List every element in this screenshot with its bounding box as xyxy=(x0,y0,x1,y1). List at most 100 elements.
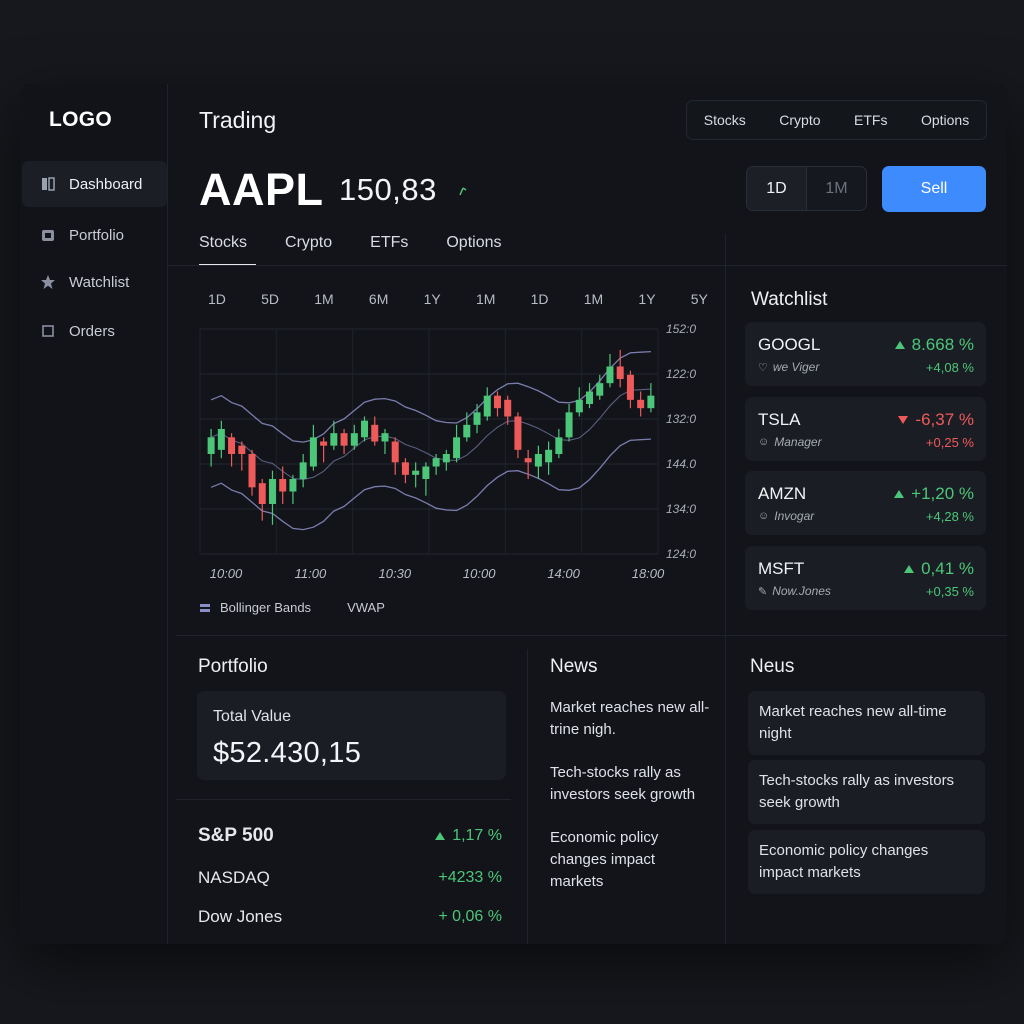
watchlist-sub-label: Now.Jones xyxy=(772,584,831,598)
watchlist-percent-value: 8.668 % xyxy=(911,335,974,354)
candle-body xyxy=(596,383,604,396)
index-value: 1,17 % xyxy=(435,827,502,845)
time-range-option[interactable]: 5Y xyxy=(690,291,708,307)
neus-item[interactable]: Tech-stocks rally as investors seek grow… xyxy=(748,760,985,824)
candlestick-chart[interactable]: 152:0 122:0 132:0 144.0 134:0 124:0 10:00 11:00… xyxy=(168,319,724,589)
time-range-option[interactable]: 1D xyxy=(208,291,226,307)
tab-stocks[interactable]: Stocks xyxy=(199,234,248,251)
candle-body xyxy=(453,437,461,459)
main-panel: Trading Stocks Crypto ETFs Options AAPL … xyxy=(168,84,1007,944)
time-range-option[interactable]: 1M xyxy=(475,291,496,307)
x-tick-label: 18:00 xyxy=(632,566,665,581)
dashboard-icon xyxy=(40,176,56,192)
index-row-sp500[interactable]: S&P 500 1,17 % xyxy=(198,825,502,847)
ticker-symbol: AAPL xyxy=(199,164,324,215)
neus-item[interactable]: Market reaches new all-time night xyxy=(748,691,985,755)
news-title: News xyxy=(550,656,598,677)
y-tick-label: 144.0 xyxy=(666,457,696,471)
watchlist-percent-value: +1,20 % xyxy=(911,484,974,503)
top-tab-stocks[interactable]: Stocks xyxy=(703,112,746,128)
neus-item[interactable]: Economic policy changes impact markets xyxy=(748,830,985,894)
sidebar-item-orders[interactable]: Orders xyxy=(22,308,167,354)
candle-body xyxy=(299,462,307,479)
time-range-option[interactable]: 1Y xyxy=(423,291,441,307)
time-range-option[interactable]: 1M xyxy=(314,291,334,307)
tab-etfs[interactable]: ETFs xyxy=(370,234,409,251)
candle-body xyxy=(504,399,512,417)
time-range-option[interactable]: 6M xyxy=(368,291,389,307)
tab-options[interactable]: Options xyxy=(446,234,502,251)
top-tab-etfs[interactable]: ETFs xyxy=(854,112,888,128)
news-item[interactable]: Tech-stocks rally as investors seek grow… xyxy=(550,764,696,803)
tab-crypto[interactable]: Crypto xyxy=(285,234,333,251)
range-option-1d[interactable]: 1D xyxy=(747,167,807,210)
top-tab-options[interactable]: Options xyxy=(920,112,970,128)
x-tick-label: 14:00 xyxy=(547,566,580,581)
neus-title: Neus xyxy=(750,656,795,677)
orders-icon xyxy=(40,323,56,339)
total-value-label: Total Value xyxy=(213,708,291,725)
candle-body xyxy=(534,454,542,467)
candle-body xyxy=(391,441,399,463)
candle-body xyxy=(626,374,634,400)
time-range-option[interactable]: 5D xyxy=(261,291,280,307)
candle-body xyxy=(309,437,317,467)
candle-body xyxy=(575,399,583,413)
index-value-text: 1,17 % xyxy=(452,827,502,844)
total-value-card: Total Value $52.430,15 xyxy=(197,691,506,780)
candle-body xyxy=(555,437,563,454)
candle-body xyxy=(279,479,287,492)
candle-body xyxy=(361,420,369,438)
time-range-option[interactable]: 1M xyxy=(583,291,604,307)
smiley-icon: ☺ xyxy=(758,436,770,448)
time-range-bar: 1D 5D 1M 6M 1Y 1M 1D 1M 1Y 5Y xyxy=(208,291,708,307)
candle-body xyxy=(381,433,389,442)
watchlist-percent: 0,41 % xyxy=(904,559,974,579)
index-name: Dow Jones xyxy=(198,907,283,926)
candle-body xyxy=(545,449,553,463)
watchlist-item-amzn[interactable]: AMZN ☺ Invogar +1,20 % +4,28 % xyxy=(745,471,986,535)
time-range-option[interactable]: 1Y xyxy=(638,291,656,307)
candle-body xyxy=(524,458,532,463)
watchlist-symbol: TSLA xyxy=(758,410,801,429)
watchlist-item-googl[interactable]: GOOGL ♡ we Viger 8.668 % +4,08 % xyxy=(745,322,986,386)
star-icon xyxy=(40,274,56,290)
sidebar-item-label: Dashboard xyxy=(69,175,143,193)
divider xyxy=(168,265,1007,266)
top-tab-crypto[interactable]: Crypto xyxy=(779,112,821,128)
y-tick-label: 132:0 xyxy=(666,412,696,426)
candle-body xyxy=(514,416,522,450)
sub-tabs: Stocks Crypto ETFs Options xyxy=(199,234,540,252)
up-triangle-icon xyxy=(904,565,915,573)
candle-body xyxy=(442,454,450,463)
sell-button[interactable]: Sell xyxy=(882,166,986,212)
x-tick-label: 10:00 xyxy=(210,566,243,581)
time-range-option[interactable]: 1D xyxy=(530,291,549,307)
legend-bollinger[interactable]: Bollinger Bands xyxy=(220,600,312,615)
divider xyxy=(725,234,726,634)
candle-body xyxy=(483,395,491,417)
news-item[interactable]: Market reaches new all-trine nigh. xyxy=(550,699,710,738)
index-row-nasdaq[interactable]: NASDAQ +4233 % xyxy=(198,868,502,888)
sidebar: LOGO Dashboard Portfolio Watchlist Order… xyxy=(20,84,168,944)
logo: LOGO xyxy=(49,108,113,131)
candle-body xyxy=(340,433,348,446)
watchlist-symbol: GOOGL xyxy=(758,335,821,354)
candle-body xyxy=(217,429,225,450)
sidebar-item-portfolio[interactable]: Portfolio xyxy=(22,212,167,258)
legend-vwap[interactable]: VWAP xyxy=(347,600,385,615)
watchlist-percent: -6,37 % xyxy=(898,410,974,430)
candle-body xyxy=(207,437,215,454)
watchlist-item-tsla[interactable]: TSLA ☺ Manager -6,37 % +0,25 % xyxy=(745,397,986,461)
pencil-icon: ✎ xyxy=(758,585,768,598)
index-value: + 0,06 % xyxy=(438,908,502,925)
watchlist-item-msft[interactable]: MSFT ✎ Now.Jones 0,41 % +0,35 % xyxy=(745,546,986,610)
sidebar-item-watchlist[interactable]: Watchlist xyxy=(22,259,167,305)
sidebar-item-label: Portfolio xyxy=(69,226,125,244)
down-triangle-icon xyxy=(898,416,909,424)
index-row-dowjones[interactable]: Dow Jones + 0,06 % xyxy=(198,907,502,927)
watchlist-title: Watchlist xyxy=(751,289,828,310)
news-item[interactable]: Economic policy changes impact markets xyxy=(550,829,659,890)
range-option-1m[interactable]: 1M xyxy=(825,179,848,197)
sidebar-item-dashboard[interactable]: Dashboard xyxy=(22,161,167,207)
